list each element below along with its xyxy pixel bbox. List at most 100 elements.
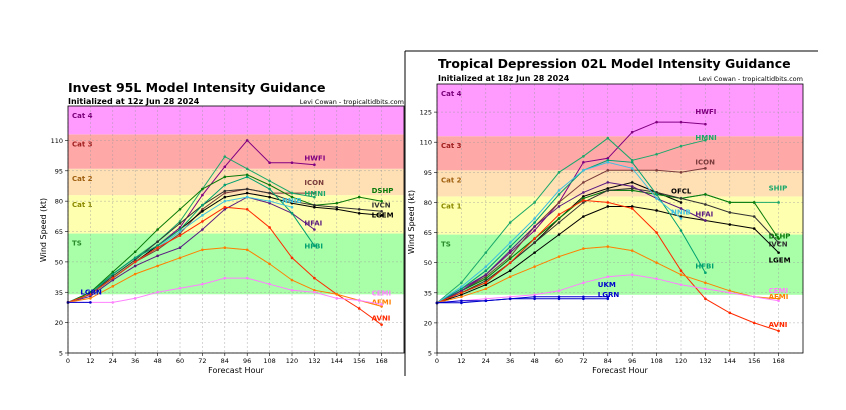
chart-2-series-hfai-point (582, 191, 585, 194)
chart-2-series-aemi-point (728, 289, 732, 293)
chart-2-series-dshp-point (777, 237, 780, 240)
chart-1-y-tick-label: 95 (55, 167, 63, 175)
chart-2-series-nnib-point (484, 265, 488, 268)
chart-2-series-avni-point (728, 311, 732, 315)
chart-1-series-nnib-point (223, 199, 227, 203)
chart-2-series-hfai-point (630, 185, 634, 188)
chart-2-series-hmni-point (630, 158, 634, 162)
chart-2-series-ukm-point (533, 295, 536, 299)
chart-1-series-ivcn-point (335, 205, 339, 209)
chart-1-series-cemi-point (111, 301, 115, 304)
chart-2-series-lgrn-point (557, 297, 561, 301)
chart-2-series-aemi-point (508, 275, 512, 279)
chart-1-series-hfai-point (89, 295, 92, 298)
chart-1-series-hfbi-label: HFBI (304, 243, 323, 251)
chart-2-band-label: Cat 2 (441, 176, 462, 184)
chart-1-series-nnib-point (290, 205, 294, 209)
chart-1-title: Invest 95L Model Intensity Guidance (68, 80, 325, 95)
chart-2-series-ukm-point (557, 295, 561, 299)
chart-2-series-ivcn-point (777, 241, 780, 244)
chart-2-series-icon-line (436, 167, 706, 304)
chart-1-series-hfai-point (268, 201, 271, 205)
chart-2-series-aemi-point (777, 297, 780, 301)
chart-1-series-aemi-point (133, 272, 137, 276)
chart-1-series-lgem-point (201, 209, 204, 213)
chart-2-series-ofcl-point (606, 187, 610, 190)
chart-1-series-hfbi-point (268, 187, 271, 191)
chart-1-series-aemi-point (268, 262, 271, 266)
chart-2-x-tick-label: 48 (530, 357, 538, 365)
chart-2-y-tick-label: 80 (424, 199, 432, 207)
chart-1-x-tick-label: 120 (286, 357, 298, 365)
chart-2-series-hfbi-point (655, 193, 658, 196)
chart-1-series-dshp-point (223, 175, 227, 179)
chart-2-series-nnib-point (630, 167, 634, 170)
chart-2-series-ukm-line (436, 296, 608, 304)
chart-1-series-hfai-point (201, 228, 204, 231)
chart-1-series-hwfi-point (201, 193, 204, 197)
chart-2-series-lgem-point (508, 269, 512, 272)
chart-2-series-nnib-point (508, 241, 512, 244)
chart-1-xlabel: Forecast Hour (208, 366, 264, 375)
chart-2-x-tick-label: 120 (675, 357, 687, 365)
chart-1-series-lgrn-label: LGRN (80, 288, 102, 296)
chart-2-series-hfai-point (508, 249, 512, 252)
chart-2-subtitle: Initialized at 18z Jun 28 2024 (438, 74, 570, 83)
chart-1-series-cemi-point (335, 297, 339, 300)
chart-1-series-ivcn-point (133, 258, 137, 262)
chart-2-series-cemi-point (508, 295, 512, 299)
chart-2-series-ivcn-point (582, 201, 585, 204)
chart-2-series-ofcl-point (679, 201, 683, 204)
chart-2-series-hfbi-point (679, 229, 683, 232)
chart-1-series-lgem-point (268, 195, 271, 199)
chart-2-series-avni-point (777, 329, 780, 333)
chart-2-series-ofcl-label: OFCL (671, 187, 692, 195)
chart-2-series-lgem-point (679, 215, 683, 218)
chart-2-title: Tropical Depression 02L Model Intensity … (438, 56, 791, 71)
chart-1-series-aemi-point (380, 305, 383, 308)
chart-2-y-tick-label: 65 (424, 229, 432, 237)
chart-2-series-cemi-point (582, 281, 585, 285)
chart-2-series-dshp-point (484, 277, 488, 281)
chart-2-series-lgem-point (533, 251, 536, 254)
chart-2-series-dshp-point (704, 193, 707, 196)
chart-2-series-cemi-point (606, 275, 610, 279)
chart-2-series-icon-point (704, 167, 707, 170)
chart-2-series-hfbi-point (630, 160, 634, 164)
chart-2-band-ts (437, 234, 803, 295)
chart-2-x-tick-label: 168 (772, 357, 784, 365)
chart-2-series-dshp-point (752, 201, 756, 204)
chart-2-band-label: TS (441, 241, 451, 249)
chart-2-series-aemi-label: AEMI (769, 293, 789, 301)
chart-2-series-hfbi-point (606, 158, 610, 162)
chart-2-series-hmni-label: HMNI (695, 134, 716, 142)
chart-1-series-lgem-label: LGEM (372, 211, 394, 219)
chart-1-x-tick-label: 96 (243, 357, 251, 365)
chart-1-band-label: Cat 4 (72, 112, 93, 120)
chart-2-series-hmni-line (436, 137, 706, 304)
chart-2-series-hfbi-point (557, 193, 561, 196)
chart-2-band-cat-2 (437, 170, 803, 197)
chart-1-series-avni-point (201, 220, 204, 223)
chart-1-series-cemi-point (268, 282, 271, 286)
chart-2-xlabel: Forecast Hour (592, 366, 648, 375)
chart-1-series-hfbi-point (245, 175, 249, 179)
chart-2-series-lgem-point (460, 293, 463, 297)
chart-1-series-lgem-point (313, 205, 316, 209)
chart-1-series-icon-point (156, 248, 159, 252)
chart-1-series-cemi-point (290, 288, 294, 292)
chart-2-y-tick-label: 5 (428, 350, 432, 358)
chart-2-series-avni-label: AVNI (769, 321, 788, 329)
chart-2-band-label: Cat 1 (441, 202, 462, 210)
chart-1-series-hfbi-point (133, 256, 137, 260)
chart-2-series-hmni-point (582, 154, 585, 158)
chart-1-y-tick-label: 110 (51, 137, 63, 145)
chart-1-y-tick-label: 5 (59, 350, 63, 358)
chart-2-series-hmni-point (484, 251, 488, 254)
chart-1-series-aemi-point (290, 278, 294, 282)
chart-2-series-icon-point (655, 169, 658, 172)
chart-2-series-hwfi-point (508, 251, 512, 254)
chart-1-series-avni-point (290, 256, 294, 260)
chart-2-series-hmni-point (460, 281, 463, 285)
chart-1-series-cemi-point (245, 276, 249, 280)
